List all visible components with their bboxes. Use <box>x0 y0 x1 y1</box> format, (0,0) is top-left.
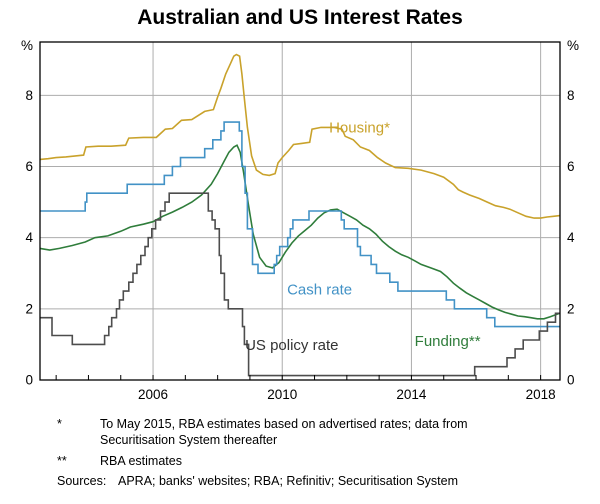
sources-text: APRA; banks' websites; RBA; Refinitiv; S… <box>118 473 459 488</box>
chart-title: Australian and US Interest Rates <box>137 6 463 29</box>
svg-text:8: 8 <box>567 88 575 103</box>
svg-text:0: 0 <box>25 373 33 388</box>
sources-line: Sources: APRA; banks' websites; RBA; Ref… <box>57 473 590 489</box>
svg-text:US policy rate: US policy rate <box>245 337 338 354</box>
svg-text:Cash rate: Cash rate <box>287 282 352 299</box>
svg-text:4: 4 <box>567 230 575 245</box>
footnote-text: To May 2015, RBA estimates based on adve… <box>100 417 468 448</box>
svg-text:2: 2 <box>567 301 575 316</box>
svg-text:%: % <box>21 38 33 53</box>
svg-text:%: % <box>567 38 579 53</box>
sources-label: Sources: <box>57 473 107 488</box>
svg-text:8: 8 <box>25 88 33 103</box>
footnote-double-asterisk: ** RBA estimates <box>57 453 590 469</box>
svg-text:Funding**: Funding** <box>415 333 481 350</box>
svg-text:2014: 2014 <box>396 387 427 402</box>
svg-text:Housing*: Housing* <box>329 120 390 137</box>
svg-text:2: 2 <box>25 301 33 316</box>
footnote-marker: * <box>57 417 62 431</box>
footnote-asterisk: * To May 2015, RBA estimates based on ad… <box>57 416 590 449</box>
svg-text:4: 4 <box>25 230 33 245</box>
footnote-text: RBA estimates <box>100 453 182 468</box>
svg-text:6: 6 <box>25 159 33 174</box>
interest-rates-line-chart: 0 0 2 2 4 4 6 6 8 8% % 2006 2010 2014 2018 Housing* Cash… <box>21 38 579 402</box>
svg-text:6: 6 <box>567 159 575 174</box>
footnote-marker: ** <box>57 453 67 468</box>
footnotes: * To May 2015, RBA estimates based on ad… <box>0 410 600 489</box>
svg-text:2018: 2018 <box>526 387 556 402</box>
svg-text:2006: 2006 <box>138 387 168 402</box>
svg-text:0: 0 <box>567 373 575 388</box>
svg-text:2010: 2010 <box>267 387 297 402</box>
